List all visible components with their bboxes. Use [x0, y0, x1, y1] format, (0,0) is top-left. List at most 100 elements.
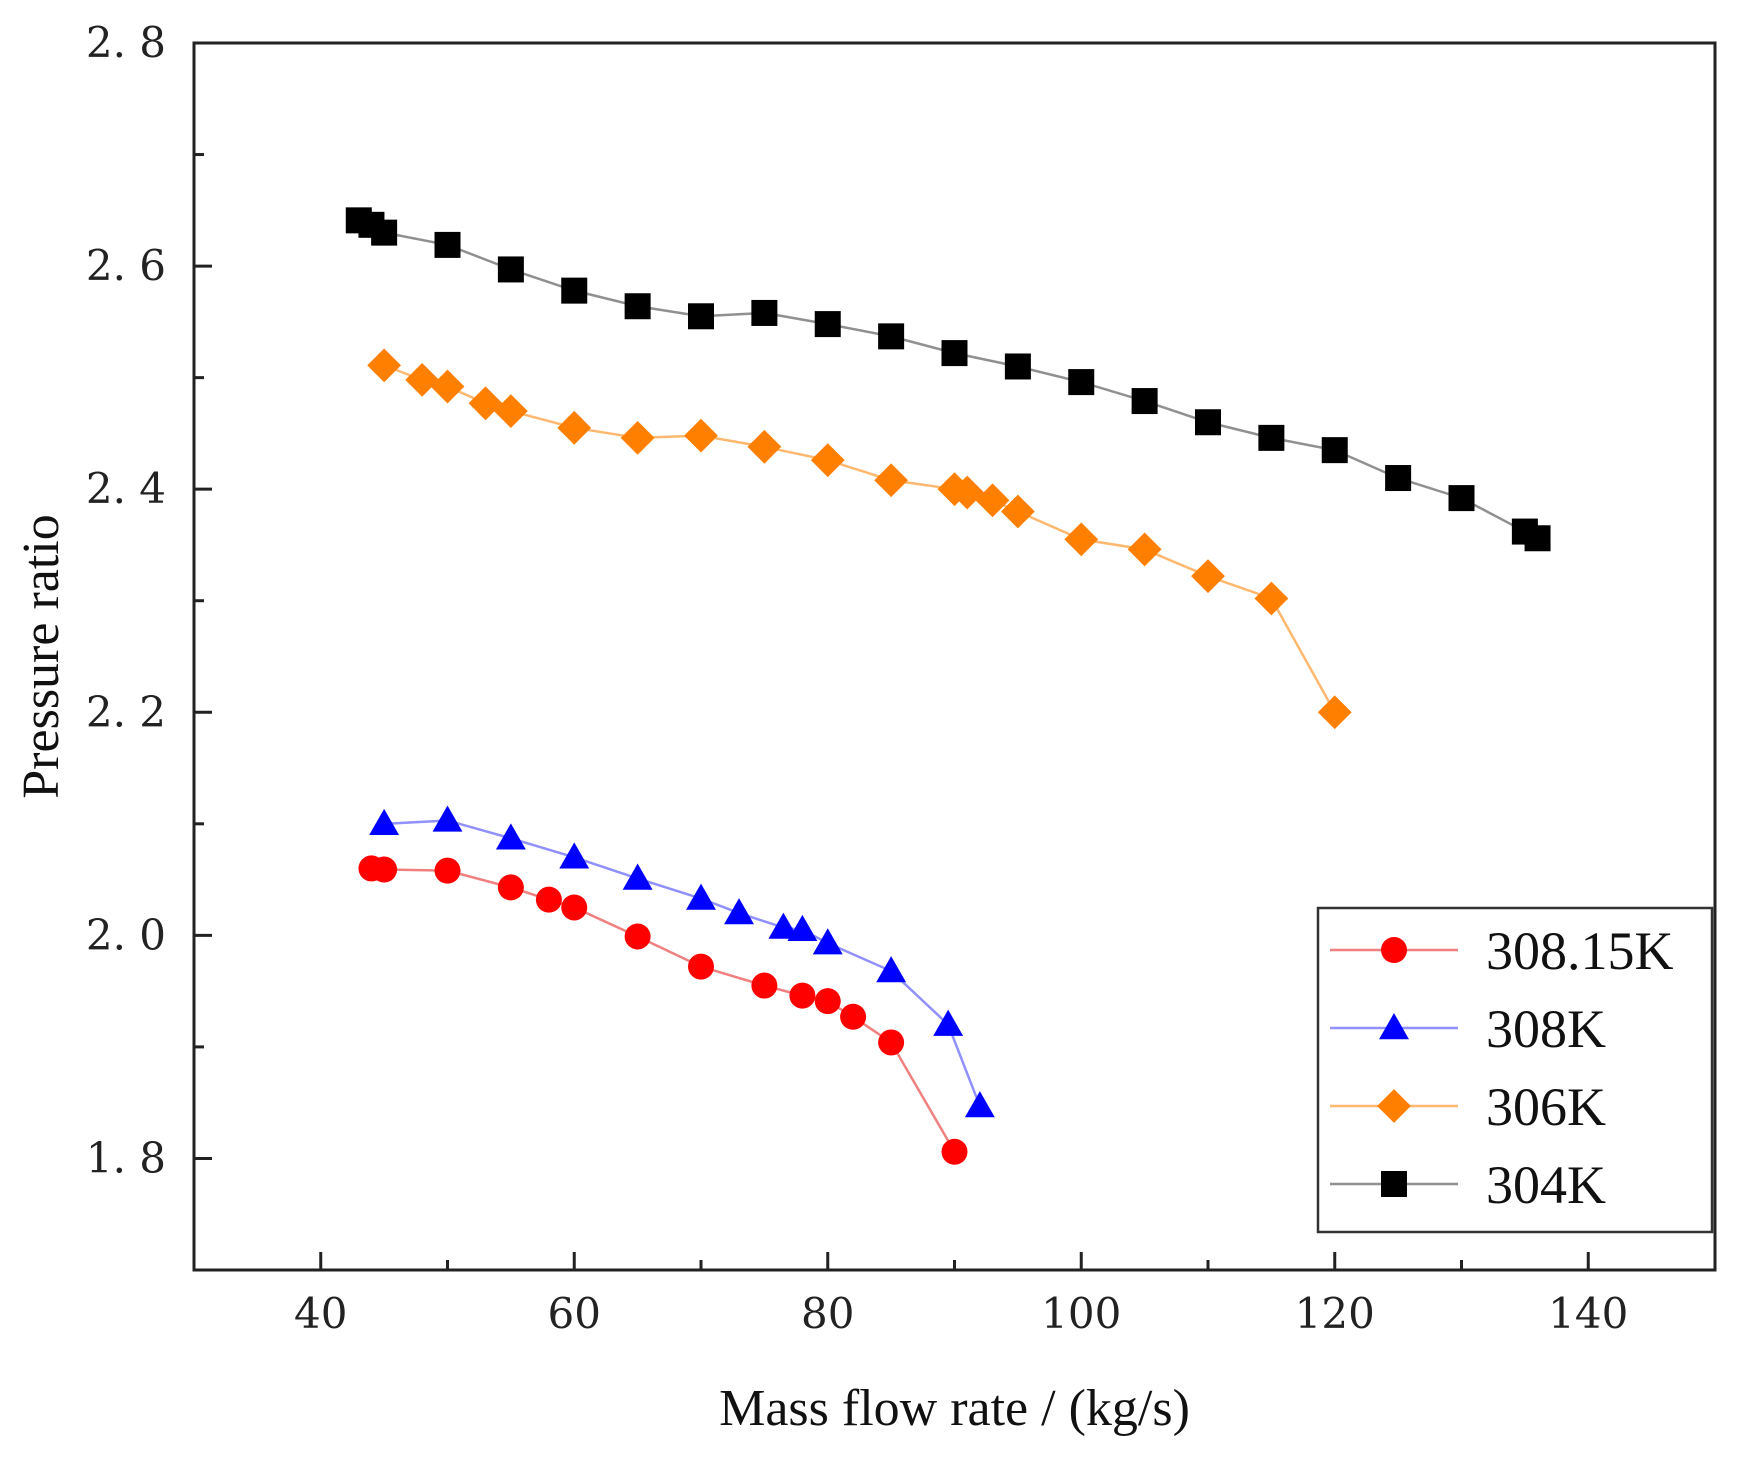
data-point-308-15k [751, 972, 778, 999]
series-304k [345, 207, 1551, 552]
data-point-308k [768, 912, 799, 939]
y-tick-label: 1. 8 [86, 1133, 166, 1182]
data-point-306k [1064, 522, 1099, 557]
data-point-306k [557, 410, 592, 445]
data-point-304k [1321, 437, 1348, 464]
series-layer [345, 207, 1551, 1165]
data-point-308k [559, 842, 590, 869]
legend-item-306k: 306K [1330, 1077, 1606, 1137]
data-point-306k [874, 463, 909, 498]
data-point-306k [950, 475, 985, 510]
legend-marker [1377, 1089, 1411, 1123]
data-point-308-15k [789, 982, 816, 1009]
y-axis-title: Pressure ratio [13, 514, 70, 798]
data-point-304k [497, 256, 524, 283]
data-point-304k [434, 231, 461, 258]
data-point-304k [941, 340, 968, 367]
data-point-304k [561, 277, 588, 304]
data-point-306k [620, 420, 655, 455]
data-point-306k [1127, 532, 1162, 567]
x-tick-label: 100 [1041, 1289, 1121, 1338]
data-point-308-15k [434, 857, 461, 884]
data-point-308k [964, 1091, 995, 1118]
data-point-308k [933, 1009, 964, 1036]
y-tick-label: 2. 2 [86, 687, 166, 736]
data-point-306k [684, 418, 718, 453]
series-line-308-15k [371, 867, 956, 1153]
legend-label: 308K [1486, 999, 1606, 1059]
series-306k [367, 348, 1352, 730]
legend-item-308k: 308K [1330, 999, 1606, 1059]
data-point-306k [1191, 559, 1225, 594]
x-tick-label: 40 [294, 1289, 347, 1338]
x-tick-label: 140 [1548, 1289, 1628, 1338]
data-point-306k [430, 369, 465, 404]
data-point-304k [1524, 525, 1551, 552]
y-tick-label: 2. 6 [86, 241, 166, 290]
data-point-308-15k [371, 856, 398, 883]
x-tick-label: 80 [801, 1289, 854, 1338]
data-point-306k [1317, 695, 1352, 730]
data-point-304k [1195, 409, 1221, 436]
data-point-308-15k [624, 923, 651, 950]
series-line-304k [358, 219, 1539, 540]
data-point-308-15k [840, 1003, 867, 1030]
x-axis-ticks: 40 60 80 100 120 140 [294, 1252, 1628, 1338]
data-point-308-15k [688, 953, 714, 980]
series-308k [369, 805, 995, 1118]
data-point-304k [624, 293, 651, 320]
data-point-304k [878, 323, 905, 350]
data-point-306k [1000, 494, 1035, 529]
data-point-308k [686, 883, 716, 910]
data-point-304k [814, 311, 841, 338]
legend-marker [1381, 937, 1407, 963]
data-point-308-15k [941, 1138, 968, 1165]
data-point-306k [493, 394, 528, 428]
legend-marker [1381, 1171, 1407, 1197]
x-tick-label: 120 [1295, 1289, 1375, 1338]
data-point-308-15k [878, 1029, 905, 1056]
y-axis-ticks: 1. 8 2. 0 2. 2 2. 4 2. 6 2. 8 [86, 18, 212, 1182]
legend: 308.15K 308K 306K 304K [1316, 906, 1714, 1234]
data-point-304k [1131, 388, 1158, 415]
data-point-308-15k [814, 988, 841, 1015]
data-point-304k [1385, 465, 1412, 492]
data-point-304k [1068, 369, 1095, 396]
data-point-308k [812, 928, 843, 955]
y-tick-label: 2. 4 [86, 464, 166, 513]
data-point-308-15k [535, 886, 562, 913]
data-point-308k [787, 914, 818, 941]
data-point-304k [1448, 485, 1475, 512]
legend-label: 304K [1486, 1155, 1606, 1215]
legend-label: 308.15K [1486, 921, 1674, 981]
data-point-306k [367, 348, 402, 383]
series-308-15k [358, 855, 968, 1165]
data-point-308k [369, 808, 400, 836]
data-point-304k [751, 299, 778, 326]
data-point-308-15k [497, 874, 524, 901]
legend-label: 306K [1486, 1077, 1606, 1137]
data-point-304k [688, 303, 714, 330]
y-tick-label: 2. 0 [86, 910, 166, 959]
x-axis-title: Mass flow rate / (kg/s) [719, 1380, 1190, 1437]
legend-item-308-15k: 308.15K [1330, 921, 1674, 981]
data-point-304k [371, 219, 398, 246]
data-point-306k [975, 483, 1010, 518]
data-point-306k [810, 443, 845, 478]
data-point-308k [622, 863, 653, 890]
data-point-306k [747, 429, 782, 464]
data-point-308k [495, 823, 526, 850]
legend-item-304k: 304K [1330, 1155, 1606, 1215]
legend-marker [1379, 1013, 1409, 1040]
data-point-308k [876, 956, 907, 983]
data-point-308-15k [561, 894, 588, 921]
data-point-308k [432, 805, 463, 832]
data-point-306k [405, 362, 440, 397]
x-tick-label: 60 [548, 1289, 601, 1338]
data-point-304k [1004, 353, 1031, 380]
data-point-304k [1258, 424, 1285, 451]
data-point-308k [724, 898, 754, 925]
data-point-306k [468, 386, 503, 421]
data-point-306k [1254, 581, 1289, 616]
